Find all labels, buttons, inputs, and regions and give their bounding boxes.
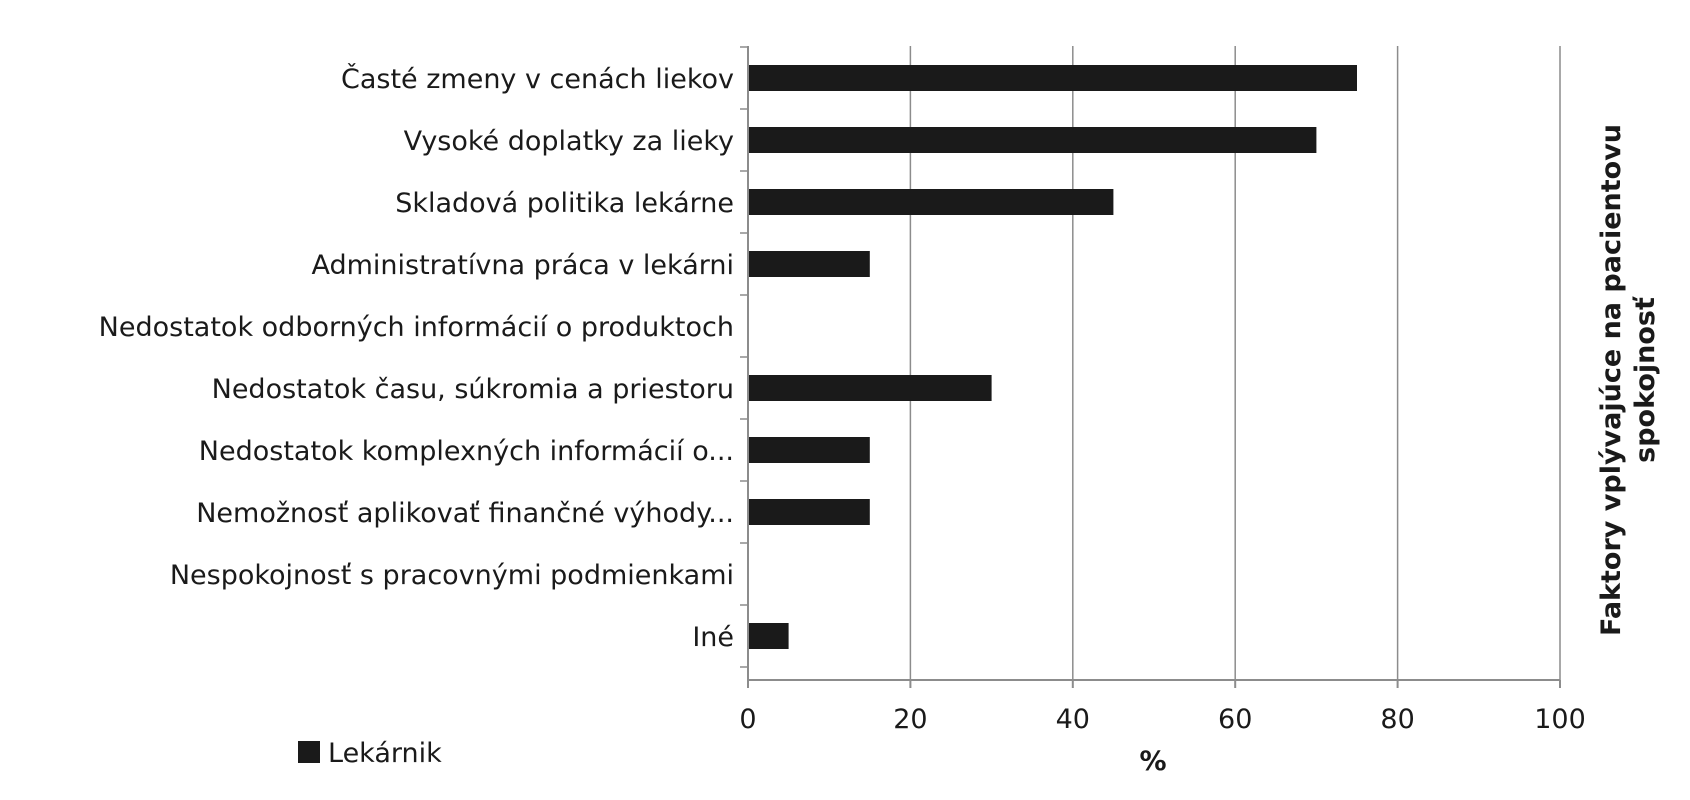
x-tick-label: 60 <box>1218 704 1252 735</box>
bar <box>748 251 870 277</box>
x-tick-labels: 0 20 40 60 80 100 <box>739 704 1585 735</box>
category-label: Skladová politika lekárne <box>395 188 734 219</box>
x-tick-label: 0 <box>739 704 756 735</box>
legend-label: Lekárnik <box>328 738 442 769</box>
x-tick-label: 80 <box>1380 704 1414 735</box>
x-tick-label: 40 <box>1056 704 1090 735</box>
category-label: Nemožnosť aplikovať finančné výhody... <box>196 498 734 529</box>
bar <box>748 189 1114 215</box>
x-axis-title: % <box>1139 746 1166 777</box>
category-label: Nedostatok času, súkromia a priestoru <box>212 374 734 405</box>
y-axis-title-line-2: spokojnosť <box>1630 296 1661 463</box>
bars <box>748 65 1357 649</box>
category-label: Administratívna práca v lekárni <box>311 250 734 281</box>
legend: Lekárnik <box>298 738 442 769</box>
legend-swatch <box>298 741 320 763</box>
axes <box>740 46 1561 688</box>
bar <box>748 127 1317 153</box>
y-axis-title: Faktory vplývajúce na pacientovu spokojn… <box>1596 124 1661 636</box>
category-label: Nespokojnosť s pracovnými podmienkami <box>170 560 734 591</box>
category-label: Vysoké doplatky za lieky <box>404 126 734 157</box>
bar <box>748 375 992 401</box>
category-labels: Časté zmeny v cenách liekov Vysoké doplat… <box>99 63 734 653</box>
bar <box>748 623 789 649</box>
x-tick-label: 20 <box>893 704 927 735</box>
bar <box>748 65 1357 91</box>
category-label: Iné <box>692 622 734 653</box>
bar <box>748 437 870 463</box>
y-axis-title-line-1: Faktory vplývajúce na pacientovu <box>1596 124 1627 636</box>
category-label: Nedostatok komplexných informácií o... <box>199 436 734 467</box>
x-tick-label: 100 <box>1534 704 1586 735</box>
category-label: Nedostatok odborných informácií o produk… <box>99 312 734 343</box>
bar <box>748 499 870 525</box>
category-label: Časté zmeny v cenách liekov <box>341 63 734 95</box>
